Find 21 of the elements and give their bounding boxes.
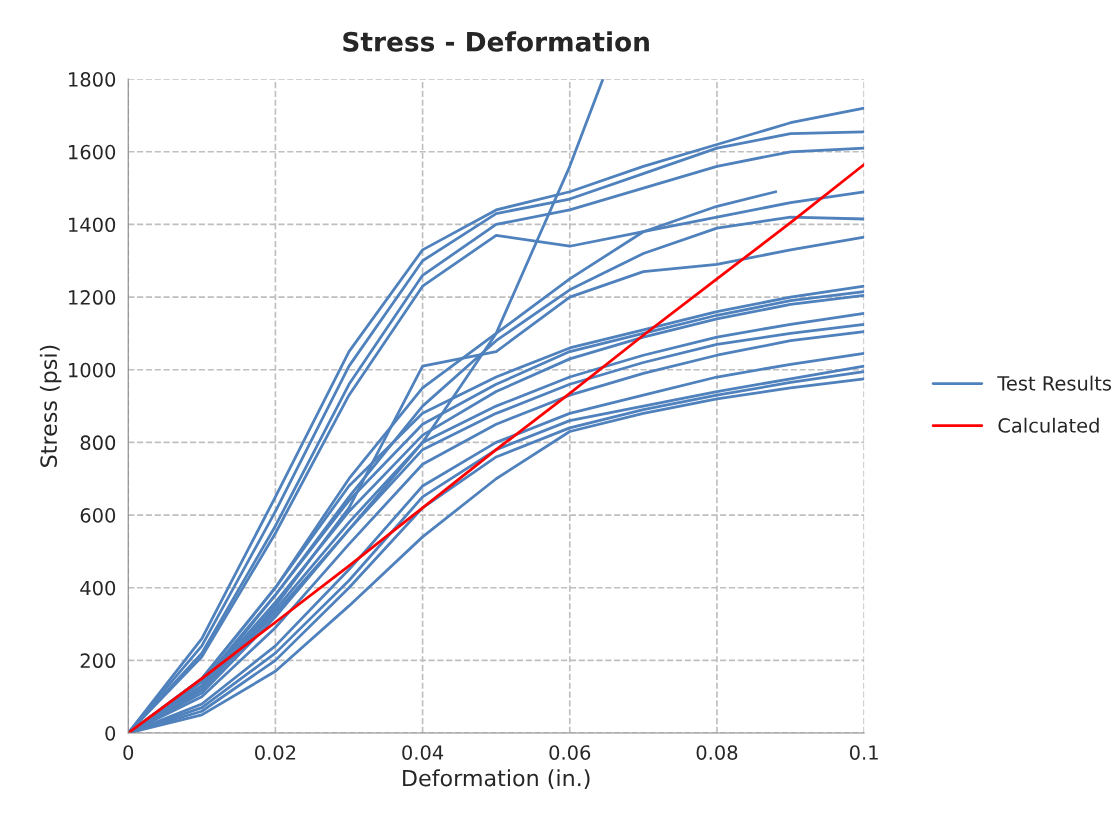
x-tick-label: 0.1 bbox=[849, 745, 878, 760]
y-tick-label: 200 bbox=[80, 653, 116, 669]
x-tick-label: 0.04 bbox=[402, 745, 444, 760]
x-tick-label: 0 bbox=[123, 745, 134, 760]
y-axis-title: Stress (psi) bbox=[39, 345, 62, 467]
chart-title: Stress - Deformation bbox=[343, 31, 649, 52]
legend-label: Calculated bbox=[998, 417, 1099, 433]
y-tick-label: 400 bbox=[80, 580, 116, 596]
x-axis-title: Deformation (in.) bbox=[403, 769, 590, 790]
y-tick-label: 600 bbox=[80, 508, 116, 523]
x-tick-label: 0.08 bbox=[696, 745, 738, 760]
y-tick-label: 1000 bbox=[69, 362, 116, 378]
y-tick-label: 1600 bbox=[69, 144, 116, 160]
y-tick-label: 800 bbox=[80, 435, 116, 451]
y-tick-label: 0 bbox=[105, 726, 116, 741]
y-tick-label: 1400 bbox=[69, 217, 116, 233]
y-tick-label: 1800 bbox=[69, 72, 116, 87]
x-tick-label: 0.02 bbox=[255, 745, 296, 760]
legend-label: Test Results bbox=[997, 375, 1112, 391]
x-tick-label: 0.06 bbox=[549, 745, 591, 760]
y-tick-label: 1200 bbox=[69, 290, 116, 305]
